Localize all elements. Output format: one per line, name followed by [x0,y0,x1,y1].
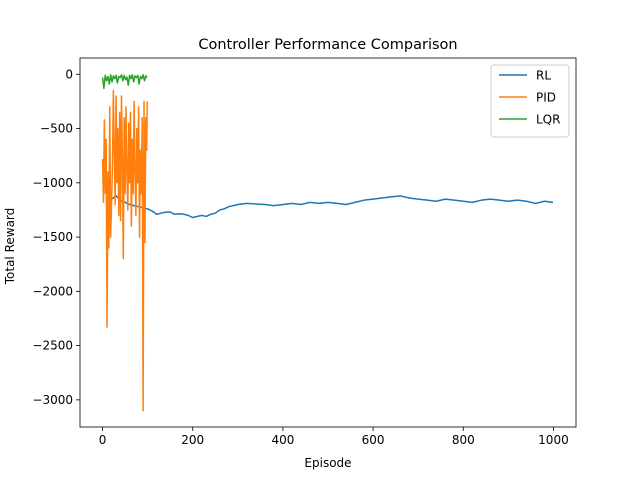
x-axis-label: Episode [304,456,351,470]
x-tick-label: 200 [181,433,204,447]
series-group [101,74,554,412]
legend-label-rl: RL [536,69,551,83]
chart-title: Controller Performance Comparison [198,37,457,53]
y-tick-label: −1500 [32,230,73,244]
y-axis-label: Total Reward [3,208,17,286]
y-tick-label: −1000 [32,176,73,190]
x-tick-label: 400 [271,433,294,447]
x-tick-label: 1000 [538,433,569,447]
y-tick-label: 0 [65,67,73,81]
x-tick-label: 600 [362,433,385,447]
legend: RL PID LQR [490,64,570,138]
x-tick-label: 0 [99,433,107,447]
series-line-rl [101,160,554,219]
series-line-pid [101,89,148,412]
y-tick-label: −500 [40,122,73,136]
x-tick-label: 800 [452,433,475,447]
legend-label-lqr: LQR [536,113,560,127]
y-tick-label: −3000 [32,393,73,407]
plot-area: 0 200 400 600 800 1000 0 −500 −1000 −1500 −2000 −25… [32,57,577,447]
axes-frame [79,57,577,428]
y-tick-label: −2000 [32,284,73,298]
legend-label-pid: PID [536,91,556,105]
series-line-lqr [101,74,148,90]
y-tick-label: −2500 [32,339,73,353]
